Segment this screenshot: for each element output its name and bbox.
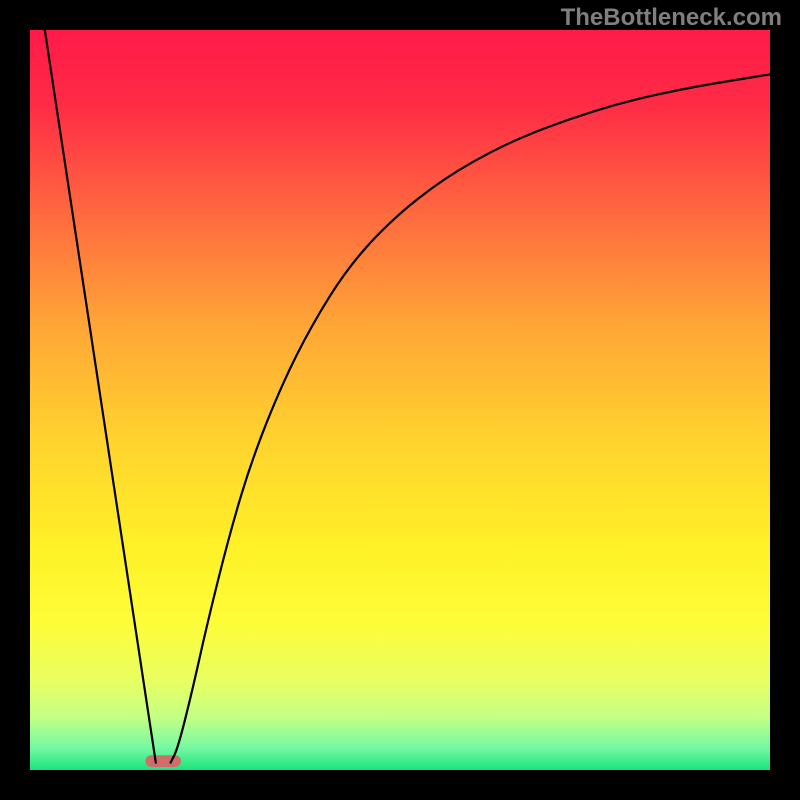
curve-layer — [30, 30, 770, 770]
chart-container: TheBottleneck.com — [0, 0, 800, 800]
plot-area — [30, 30, 770, 770]
watermark-text: TheBottleneck.com — [561, 4, 782, 32]
curve-left-segment — [45, 30, 156, 763]
min-marker — [145, 755, 181, 767]
curve-right-segment — [171, 74, 770, 762]
